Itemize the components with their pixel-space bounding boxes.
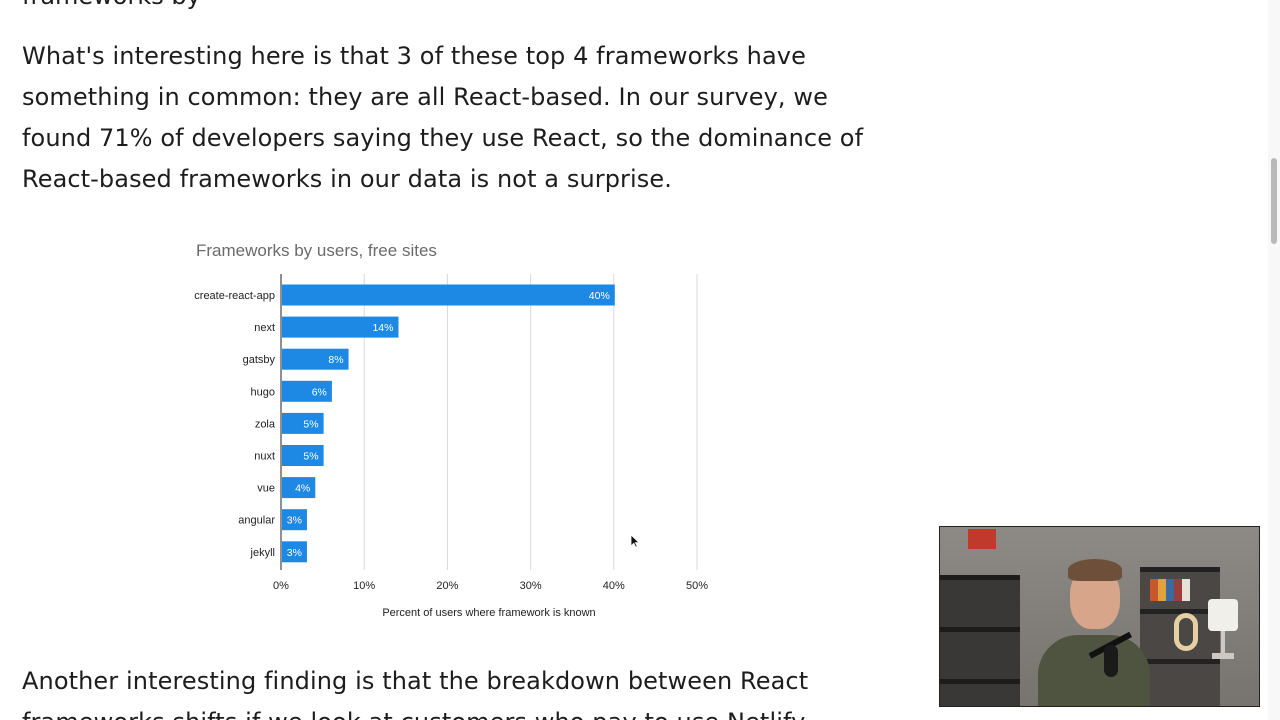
category-label: create-react-app xyxy=(194,290,275,302)
bar-value-label: 14% xyxy=(372,322,393,334)
category-label: jekyll xyxy=(250,547,275,559)
presenter-hair xyxy=(1068,559,1122,581)
bar-zola xyxy=(282,412,324,434)
chart-gridlines xyxy=(280,274,698,570)
category-label: next xyxy=(254,322,275,334)
bar-value-label: 3% xyxy=(287,515,302,527)
category-label: gatsby xyxy=(243,354,276,366)
x-axis-label: Percent of users where framework is know… xyxy=(382,607,595,619)
chart-title: Frameworks by users, free sites xyxy=(196,241,437,260)
webcam-lamp-stem xyxy=(1221,631,1225,655)
bar-hugo xyxy=(282,380,332,402)
bar-jekyll xyxy=(282,541,307,563)
bar-create-react-app xyxy=(282,284,615,306)
category-label: nuxt xyxy=(254,451,275,463)
bar-value-label: 5% xyxy=(303,451,318,463)
webcam-decor-letter xyxy=(1174,613,1198,651)
frameworks-bar-chart: Frameworks by users, free sites 40% 14% 8%… xyxy=(194,241,708,619)
bar-next xyxy=(282,316,399,338)
page-scrollbar[interactable] xyxy=(1268,0,1280,720)
webcam-lamp-base xyxy=(1212,653,1234,659)
chart-bars: 40% 14% 8% 6% 5% 5% 4% 3% 3% xyxy=(282,284,615,563)
bar-value-label: 6% xyxy=(312,386,327,398)
chart-x-tick-labels: 0% 10% 20% 30% 40% 50% xyxy=(273,580,708,592)
article-paragraph-next: Another interesting finding is that the … xyxy=(22,667,810,720)
webcam-books xyxy=(1150,579,1190,601)
x-tick-label: 30% xyxy=(520,580,542,592)
microphone-icon xyxy=(1104,645,1118,677)
webcam-left-shelf xyxy=(940,575,1020,706)
bar-value-label: 8% xyxy=(328,354,343,366)
x-tick-label: 50% xyxy=(686,580,708,592)
bar-value-label: 4% xyxy=(295,483,310,495)
scrollbar-thumb[interactable] xyxy=(1271,158,1277,244)
bar-value-label: 3% xyxy=(287,547,302,559)
article-paragraph: What's interesting here is that 3 of the… xyxy=(22,42,864,193)
x-tick-label: 40% xyxy=(603,580,625,592)
bar-gatsby xyxy=(282,348,349,370)
bar-value-label: 40% xyxy=(589,290,610,302)
x-tick-label: 10% xyxy=(353,580,375,592)
category-label: vue xyxy=(257,483,275,495)
webcam-lamp xyxy=(1208,599,1238,631)
bar-angular xyxy=(282,509,307,531)
mouse-cursor-icon xyxy=(630,534,640,548)
presenter-body xyxy=(1038,635,1150,706)
category-label: hugo xyxy=(251,386,275,398)
webcam-wall-sign xyxy=(968,529,996,549)
bar-nuxt xyxy=(282,445,324,466)
x-tick-label: 0% xyxy=(273,580,289,592)
category-label: zola xyxy=(255,418,276,430)
chart-category-labels: create-react-app next gatsby hugo zola nuxt vu… xyxy=(194,290,276,559)
presenter-webcam-overlay xyxy=(939,526,1260,707)
category-label: angular xyxy=(238,515,275,527)
bar-vue xyxy=(282,477,316,499)
webcam-presenter xyxy=(1028,557,1160,706)
x-tick-label: 20% xyxy=(436,580,458,592)
previous-paragraph-fragment: frameworks by xyxy=(22,0,201,17)
bar-value-label: 5% xyxy=(303,418,318,430)
